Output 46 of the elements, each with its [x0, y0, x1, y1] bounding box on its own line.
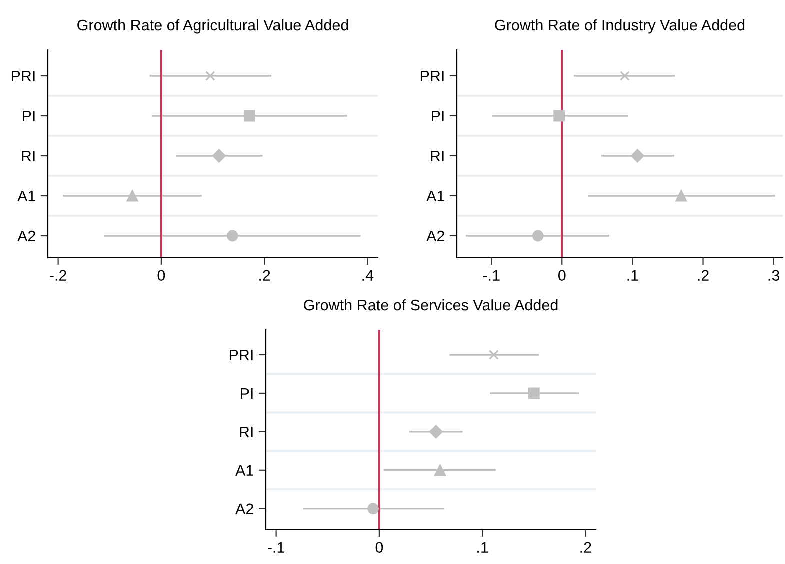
y-tick-label: RI	[22, 151, 35, 162]
y-tick-label: PRI	[230, 350, 253, 361]
point	[429, 425, 443, 439]
y-tick-label: A1	[236, 465, 254, 476]
y-tick-label: PI	[432, 111, 444, 122]
point	[368, 503, 379, 515]
x-tick-label: .3	[768, 270, 780, 282]
point	[205, 71, 216, 81]
chart-title: Growth Rate of Agricultural Value Added	[78, 19, 348, 34]
point	[620, 71, 630, 81]
point	[244, 110, 256, 122]
x-tick-label: .1	[478, 542, 488, 553]
x-tick-label: -.1	[268, 542, 284, 553]
point	[226, 230, 238, 242]
x-tick-label: 0	[158, 270, 166, 282]
x-tick-label: .2	[580, 542, 592, 553]
y-tick-label: PRI	[12, 71, 35, 82]
point	[554, 110, 566, 122]
point	[434, 464, 446, 476]
point	[212, 149, 226, 163]
point	[488, 350, 499, 360]
chart-title: Growth Rate of Industry Value Added	[495, 19, 745, 34]
x-tick-label: .2	[698, 270, 709, 281]
x-tick-label: 0	[376, 542, 384, 554]
x-tick-label: -.1	[483, 270, 500, 281]
x-tick-label: .2	[260, 270, 270, 281]
y-tick-label: RI	[431, 151, 444, 162]
point	[676, 190, 688, 202]
point	[126, 190, 138, 202]
x-tick-label: 0	[558, 270, 566, 282]
x-tick-label: .1	[628, 270, 638, 281]
point	[532, 230, 544, 242]
y-tick-label: A1	[18, 191, 36, 202]
y-tick-label: A2	[18, 230, 36, 242]
y-tick-label: PI	[23, 111, 35, 122]
y-tick-label: A2	[236, 504, 254, 514]
y-tick-label: RI	[240, 426, 253, 438]
y-tick-label: A1	[426, 191, 444, 202]
x-tick-label: -.2	[50, 270, 66, 281]
point	[630, 149, 644, 163]
x-tick-label: .4	[362, 270, 374, 281]
point	[528, 388, 540, 400]
y-tick-label: A2	[426, 230, 444, 242]
chart-title: Growth Rate of Services Value Added	[304, 299, 558, 311]
y-tick-label: PI	[241, 388, 253, 399]
y-tick-label: PRI	[420, 71, 444, 82]
